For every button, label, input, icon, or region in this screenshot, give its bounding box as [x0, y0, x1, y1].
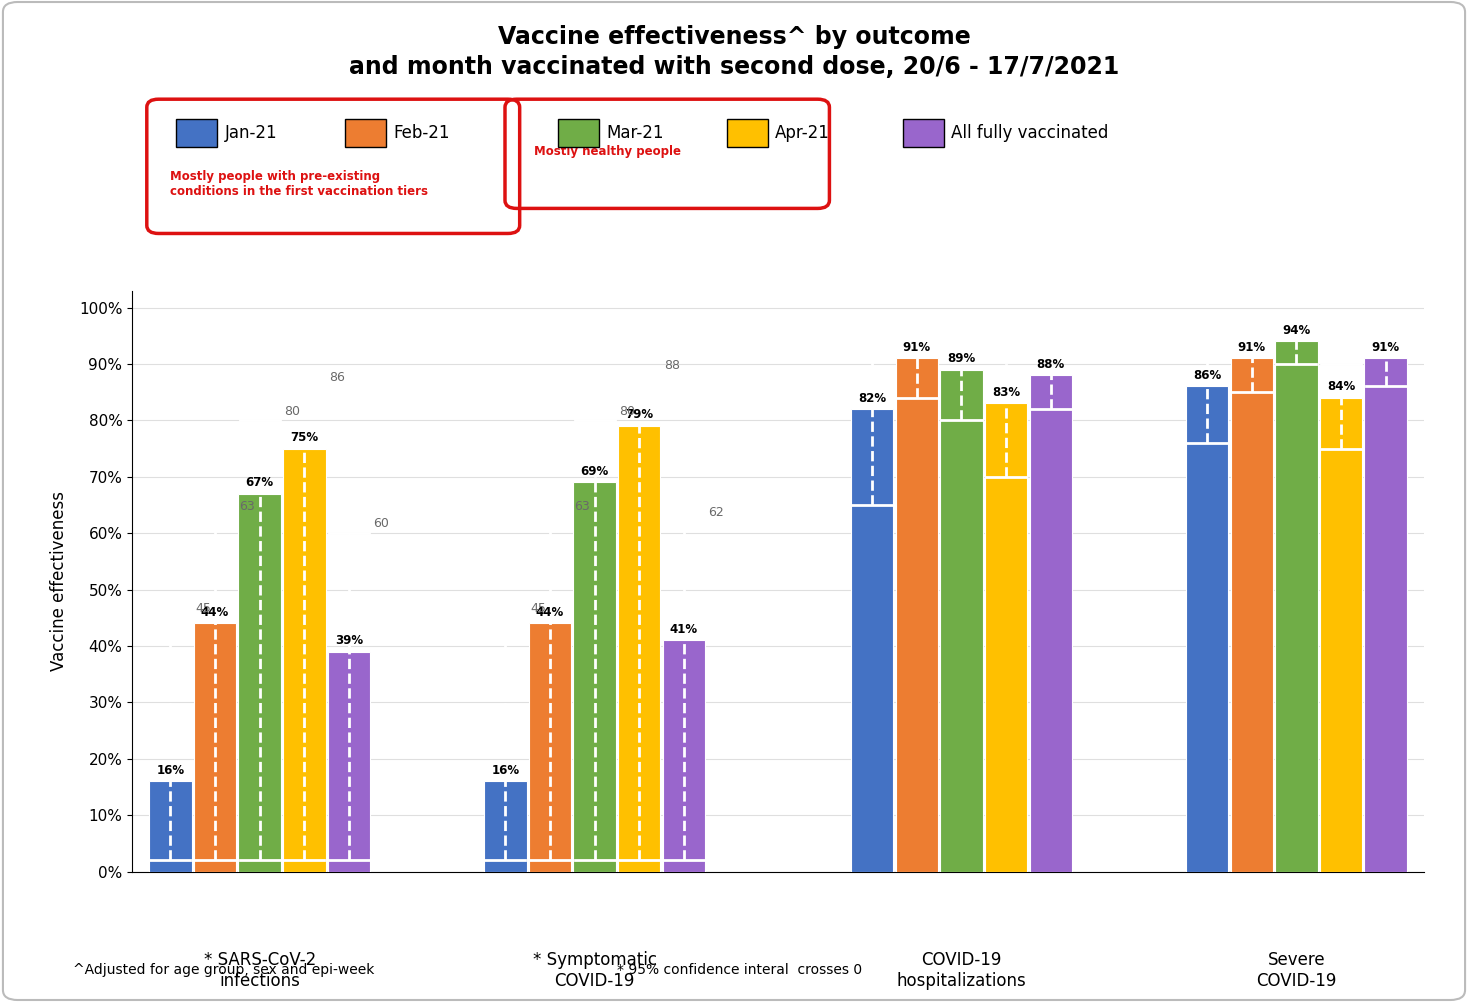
Text: 80: 80: [619, 405, 636, 418]
Text: Mostly healthy people: Mostly healthy people: [534, 145, 681, 158]
Text: Jan-21: Jan-21: [225, 124, 277, 142]
Bar: [327, 651, 370, 872]
Text: 45: 45: [530, 602, 546, 615]
Bar: [1230, 359, 1273, 872]
Text: All fully vaccinated: All fully vaccinated: [951, 124, 1108, 142]
Text: 44%: 44%: [536, 606, 564, 619]
Bar: [851, 409, 894, 872]
Text: 88%: 88%: [1036, 358, 1064, 371]
Text: Mar-21: Mar-21: [606, 124, 664, 142]
Text: * Symptomatic
COVID-19: * Symptomatic COVID-19: [533, 951, 656, 990]
Text: 94%: 94%: [1282, 324, 1311, 337]
Bar: [1320, 398, 1362, 872]
Bar: [574, 482, 617, 872]
Text: 63: 63: [239, 500, 255, 513]
Text: 83%: 83%: [992, 386, 1020, 399]
Text: 91%: 91%: [1238, 341, 1265, 354]
Text: Vaccine effectiveness^ by outcome: Vaccine effectiveness^ by outcome: [498, 25, 970, 49]
Text: 67%: 67%: [245, 476, 273, 489]
Text: 63: 63: [574, 500, 590, 513]
Text: Feb-21: Feb-21: [393, 124, 449, 142]
Text: 86: 86: [329, 371, 345, 384]
Bar: [283, 449, 326, 872]
Text: * 95% confidence interal  crosses 0: * 95% confidence interal crosses 0: [617, 963, 862, 977]
Text: 44%: 44%: [201, 606, 229, 619]
Text: 16%: 16%: [156, 764, 185, 777]
Text: 80: 80: [285, 405, 301, 418]
Bar: [150, 782, 192, 872]
Bar: [238, 494, 280, 872]
Text: 82%: 82%: [859, 392, 887, 405]
Bar: [1186, 387, 1229, 872]
Bar: [194, 623, 236, 872]
Text: 88: 88: [664, 360, 680, 373]
Text: 86%: 86%: [1193, 369, 1221, 382]
Bar: [1029, 375, 1072, 872]
Text: 45: 45: [195, 602, 211, 615]
Text: 60: 60: [373, 517, 389, 530]
Text: 62: 62: [709, 506, 724, 519]
Text: * SARS-CoV-2
infections: * SARS-CoV-2 infections: [204, 951, 316, 990]
Text: and month vaccinated with second dose, 20/6 - 17/7/2021: and month vaccinated with second dose, 2…: [349, 55, 1119, 79]
Y-axis label: Vaccine effectiveness: Vaccine effectiveness: [50, 491, 68, 671]
Text: 69%: 69%: [580, 465, 609, 478]
Text: 91%: 91%: [903, 341, 931, 354]
Bar: [985, 404, 1028, 872]
Bar: [662, 640, 705, 872]
Bar: [940, 370, 982, 872]
Bar: [895, 359, 938, 872]
Bar: [618, 426, 661, 872]
Text: 79%: 79%: [625, 409, 653, 422]
Bar: [1364, 359, 1406, 872]
Text: 91%: 91%: [1371, 341, 1400, 354]
Text: 75%: 75%: [291, 431, 319, 444]
Text: Mostly people with pre-existing
conditions in the first vaccination tiers: Mostly people with pre-existing conditio…: [170, 170, 429, 198]
Bar: [1276, 342, 1318, 872]
Text: 41%: 41%: [669, 623, 697, 636]
Text: Severe
COVID-19: Severe COVID-19: [1257, 951, 1336, 990]
Text: 84%: 84%: [1327, 381, 1355, 393]
Text: 16%: 16%: [492, 764, 520, 777]
Text: ^Adjusted for age group, sex and epi-week: ^Adjusted for age group, sex and epi-wee…: [73, 963, 374, 977]
Text: 39%: 39%: [335, 634, 363, 647]
Text: 89%: 89%: [947, 352, 976, 365]
Bar: [528, 623, 571, 872]
Bar: [484, 782, 527, 872]
Text: Apr-21: Apr-21: [775, 124, 829, 142]
Text: COVID-19
hospitalizations: COVID-19 hospitalizations: [897, 951, 1026, 990]
